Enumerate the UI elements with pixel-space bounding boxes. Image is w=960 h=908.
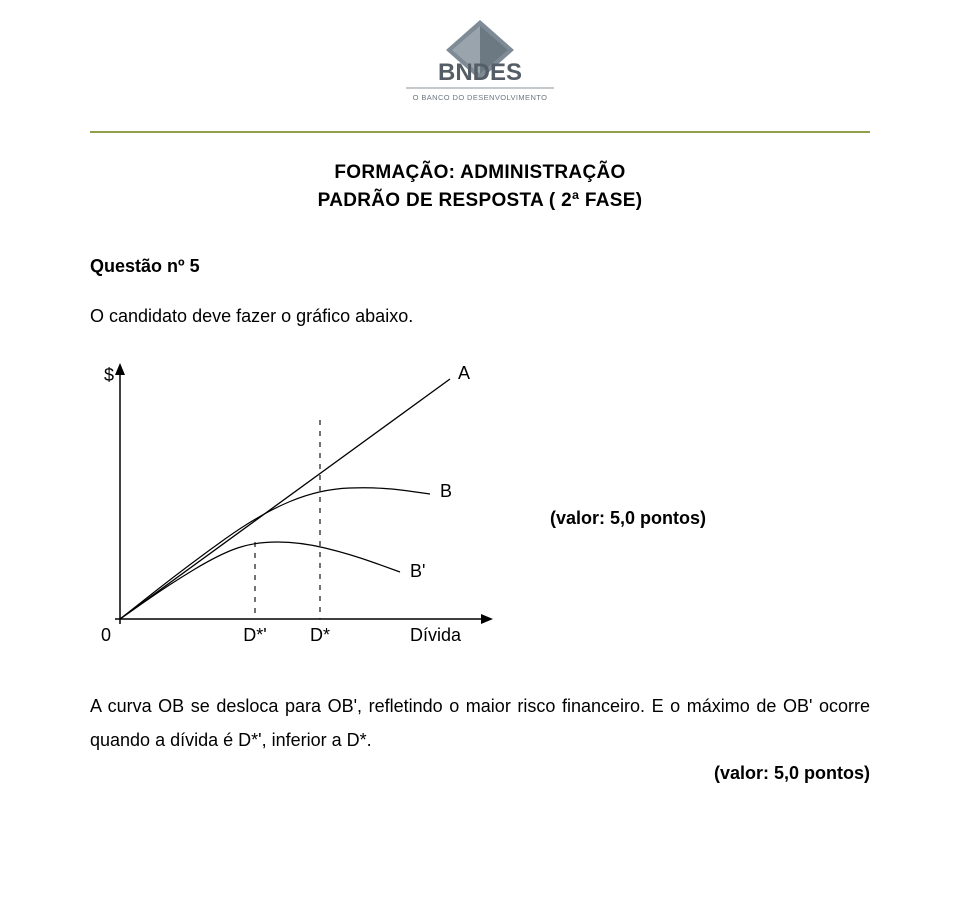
- series-b-curve: [120, 488, 430, 619]
- title-line-1: FORMAÇÃO: ADMINISTRAÇÃO: [90, 159, 870, 187]
- title-line-2: PADRÃO DE RESPOSTA ( 2ª FASE): [90, 187, 870, 215]
- y-axis-label: $: [104, 365, 114, 385]
- x-label-zero: 0: [101, 625, 111, 645]
- divider-rule: [90, 131, 870, 133]
- x-label-dstar: D*: [310, 625, 330, 645]
- series-bprime-label: B': [410, 561, 425, 581]
- chart-axes: [115, 363, 493, 624]
- points-bottom: (valor: 5,0 pontos): [90, 763, 870, 784]
- bndes-logo: BNDES O BANCO DO DESENVOLVIMENTO: [390, 18, 570, 113]
- logo-tagline: O BANCO DO DESENVOLVIMENTO: [413, 93, 548, 102]
- question-label: Questão nº 5: [90, 256, 870, 277]
- debt-chart: $ A B B' 0 D*' D* Dívida: [90, 359, 510, 659]
- x-label-dstar-prime: D*': [243, 625, 266, 645]
- points-right: (valor: 5,0 pontos): [550, 508, 706, 529]
- answer-paragraph: A curva OB se desloca para OB', refletin…: [90, 689, 870, 757]
- question-prompt: O candidato deve fazer o gráfico abaixo.: [90, 303, 870, 331]
- series-a-label: A: [458, 363, 470, 383]
- series-a-line: [120, 379, 450, 619]
- logo-block: BNDES O BANCO DO DESENVOLVIMENTO: [90, 0, 870, 113]
- x-label-divida: Dívida: [410, 625, 462, 645]
- series-bprime-curve: [120, 542, 400, 619]
- series-b-label: B: [440, 481, 452, 501]
- logo-bank-name: BNDES: [438, 59, 522, 86]
